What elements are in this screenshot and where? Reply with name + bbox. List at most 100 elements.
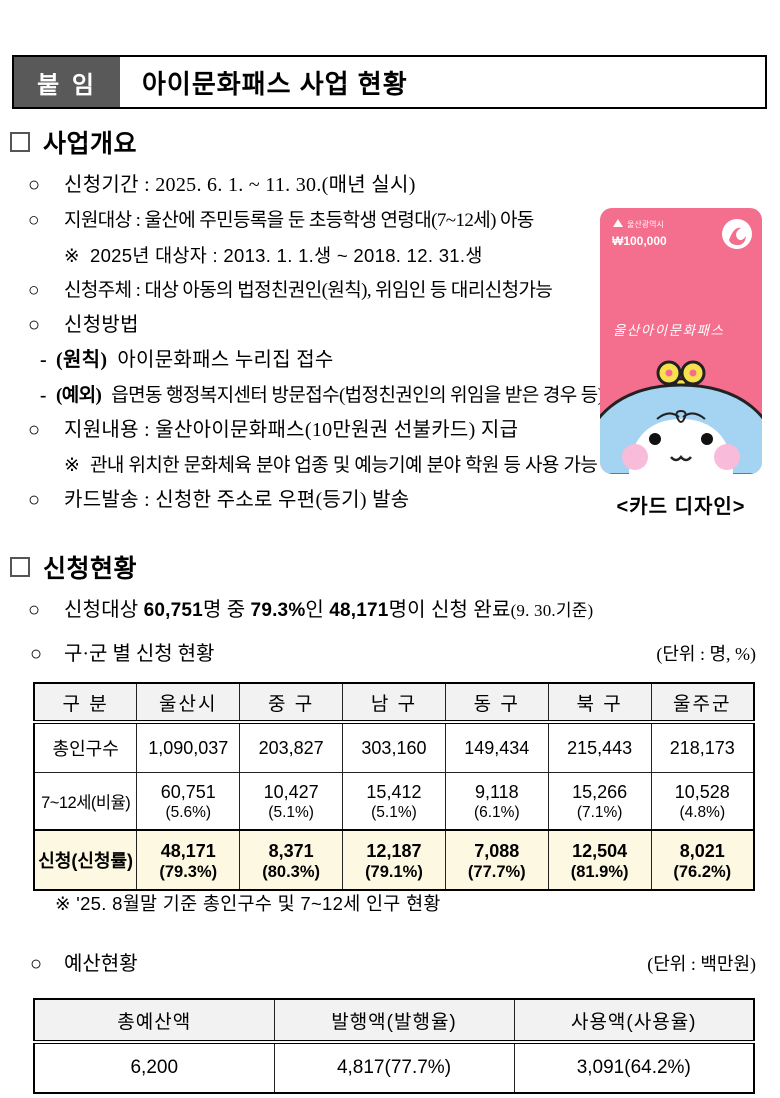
card-org-text: 울산광역시 (627, 219, 664, 229)
circle-bullet-icon: ○ (28, 489, 41, 511)
summary-text: 명 중 (202, 599, 251, 621)
table-cell: 4,817(77.7%) (273, 1041, 515, 1094)
summary-text: 명이 신청 완료 (388, 599, 511, 621)
circle-bullet-icon: ○ (28, 599, 41, 621)
section-title: 신청현황 (43, 555, 138, 583)
dash-bullet-icon: - (40, 349, 47, 371)
table-header-row: 총예산액 발행액(발행율) 사용액(사용율) (33, 998, 755, 1044)
circle-bullet-icon: ○ (30, 643, 43, 665)
card-design-figure: 울산광역시 ₩100,000 울산아이문화패스 (599, 207, 763, 519)
list-item-tag: (예외) (56, 385, 102, 406)
column-header: 총예산액 (33, 998, 275, 1044)
list-item-sub: - (예외) 읍면동 행정복지센터 방문접수(법정친권인의 위임을 받은 경우 등) (28, 378, 608, 413)
list-item: ○ 신청주체 : 대상 아동의 법정친권인(원칙), 위임인 등 대리신청가능 (28, 273, 608, 308)
table-cell: 8,371 (80.3%) (239, 829, 344, 891)
circle-bullet-icon: ○ (28, 174, 41, 196)
cell-ratio: (5.1%) (371, 804, 417, 821)
list-item-note: ※ 2025년 대상자 : 2013. 1. 1.생 ~ 2018. 12. 31… (28, 238, 608, 273)
cell-ratio: (80.3%) (262, 863, 320, 881)
column-header: 울산시 (136, 682, 241, 724)
character-cheek-right (714, 444, 740, 470)
card-image: 울산광역시 ₩100,000 울산아이문화패스 (600, 208, 762, 474)
card-caption: <카드 디자인> (616, 496, 746, 518)
list-item-note: ※ 관내 위치한 문화체육 분야 업종 및 예능기예 분야 학원 등 사용 가능 (28, 448, 608, 483)
cell-ratio: (7.1%) (576, 804, 623, 821)
list-item-text: 지원대상 : 울산에 주민등록을 둔 초등학생 연령대(7~12세) 아동 (64, 210, 534, 231)
cell-value: 10,528 (674, 782, 730, 802)
document-title: 아이문화패스 사업 현황 (142, 68, 408, 99)
section-title: 사업개요 (43, 130, 138, 158)
column-header: 구 분 (33, 682, 138, 724)
cell-value: 10,427 (263, 782, 319, 802)
column-header: 사용액(사용율) (513, 998, 755, 1044)
summary-applied-count: 48,171 (329, 600, 389, 621)
list-item-text: 신청기간 : 2025. 6. 1. ~ 11. 30.(매년 실시) (64, 174, 416, 196)
cell-value: 8,371 (268, 841, 314, 861)
document-header: 붙 임 아이문화패스 사업 현황 (12, 55, 767, 109)
list-item-text: 읍면동 행정복지센터 방문접수(법정친권인의 위임을 받은 경우 등) (111, 385, 604, 406)
table-title-text: 구·군 별 신청 현황 (64, 643, 215, 665)
list-item-text: 관내 위치한 문화체육 분야 업종 및 예능기예 분야 학원 등 사용 가능 (90, 455, 598, 476)
list-item: ○ 카드발송 : 신청한 주소로 우편(등기) 발송 (28, 483, 608, 518)
section-heading-status: 신청현황 (10, 549, 137, 585)
list-item-text: 아이문화패스 누리집 접수 (117, 349, 334, 371)
list-item-text: 신청주체 : 대상 아동의 법정친권인(원칙), 위임인 등 대리신청가능 (64, 280, 553, 301)
region-table-caption-row: ○ 구·군 별 신청 현황 (단위 : 명, %) (30, 638, 756, 670)
cell-value: 12,187 (366, 841, 422, 861)
dash-bullet-icon: - (40, 385, 46, 406)
table-title: ○ 구·군 별 신청 현황 (30, 638, 214, 670)
cell-ratio: (76.2%) (673, 863, 732, 881)
list-item-text: 신청방법 (64, 314, 139, 336)
row-label: 총인구수 (33, 721, 138, 773)
circle-bullet-icon: ○ (30, 953, 43, 975)
cell-value: 8,021 (679, 841, 725, 861)
budget-table: 총예산액 발행액(발행율) 사용액(사용율) 6,200 4,817(77.7%… (33, 998, 755, 1094)
table-title: ○ 예산현황 (30, 948, 138, 980)
cell-ratio: (79.3%) (159, 863, 218, 881)
attachment-badge: 붙 임 (14, 57, 120, 107)
region-application-table: 구 분 울산시 중 구 남 구 동 구 북 구 울주군 총인구수 1,090,0… (33, 682, 755, 891)
table-cell: 7,088 (77.7%) (444, 829, 549, 891)
list-item: ○ 지원대상 : 울산에 주민등록을 둔 초등학생 연령대(7~12세) 아동 (28, 203, 608, 238)
table-cell: 9,118 (6.1%) (444, 772, 549, 831)
list-item: ○ 신청기간 : 2025. 6. 1. ~ 11. 30.(매년 실시) (28, 168, 608, 203)
cell-value: 7,088 (474, 841, 520, 861)
table-row-highlighted: 신청(신청률) 48,171 (79.3%) 8,371 (80.3%) 12,18… (33, 829, 755, 891)
square-bullet-icon (10, 557, 30, 577)
overview-list: ○ 신청기간 : 2025. 6. 1. ~ 11. 30.(매년 실시) ○ 지원… (28, 168, 608, 518)
circle-bullet-icon: ○ (28, 314, 41, 336)
cell-ratio: (5.1%) (268, 804, 314, 821)
cell-ratio: (4.8%) (679, 804, 726, 821)
row-label: 7~12세(비율) (33, 772, 138, 831)
character-forehead-lines (656, 409, 706, 423)
table-row: 총인구수 1,090,037 203,827 303,160 149,434 2… (33, 721, 755, 773)
row-label: 신청(신청률) (33, 829, 138, 891)
cell-value: 12,504 (572, 841, 628, 861)
table-unit-label: (단위 : 백만원) (647, 954, 756, 974)
column-header: 발행액(발행율) (273, 998, 515, 1044)
reference-mark-icon: ※ (64, 455, 80, 476)
cell-ratio: (81.9%) (570, 863, 629, 881)
square-bullet-icon (10, 132, 30, 152)
reference-mark-icon: ※ (64, 245, 80, 266)
summary-total-count: 60,751 (143, 600, 203, 621)
cell-value: 15,266 (572, 782, 628, 802)
table-cell: 303,160 (342, 721, 446, 773)
section-heading-overview: 사업개요 (10, 124, 137, 160)
summary-date-note: (9. 30.기준) (510, 601, 594, 620)
table-cell: 10,427 (5.1%) (239, 772, 344, 831)
bc-logo-icon (722, 219, 752, 249)
summary-text: 인 (305, 599, 330, 621)
list-item-tag: (원칙) (56, 349, 108, 371)
table-row: 6,200 4,817(77.7%) 3,091(64.2%) (33, 1041, 755, 1094)
column-header: 동 구 (444, 682, 549, 724)
card-character (600, 360, 762, 474)
application-summary: ○ 신청대상 60,751명 중 79.3%인 48,171명이 신청 완료(9.… (28, 592, 763, 628)
table-cell: 60,751 (5.6%) (136, 772, 241, 831)
character-eye-right (701, 433, 713, 445)
table-cell: 15,266 (7.1%) (547, 772, 652, 831)
table-header-row: 구 분 울산시 중 구 남 구 동 구 북 구 울주군 (33, 682, 755, 724)
table-footnote: ※ '25. 8월말 기준 총인구수 및 7~12세 인구 현황 (55, 893, 441, 914)
table-cell: 1,090,037 (136, 721, 241, 773)
table-cell: 6,200 (33, 1041, 275, 1094)
